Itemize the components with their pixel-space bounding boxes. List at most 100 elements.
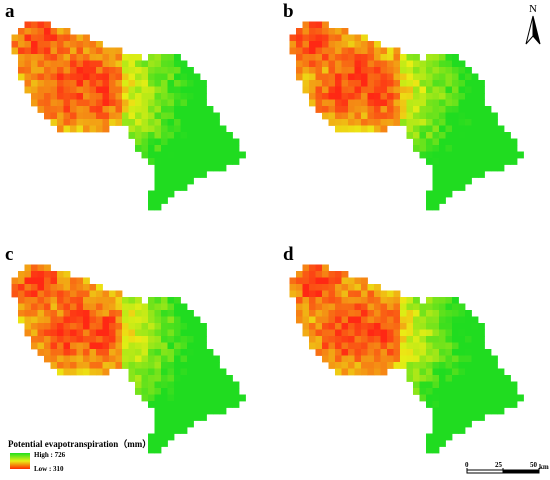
raster-cell [322, 54, 329, 61]
raster-cell [374, 119, 381, 126]
raster-cell [154, 414, 162, 421]
raster-cell [109, 60, 116, 68]
raster-cell [426, 446, 433, 454]
raster-cell [161, 112, 168, 120]
raster-cell [458, 132, 466, 139]
raster-cell [478, 394, 485, 402]
raster-cell [361, 34, 368, 42]
raster-cell [154, 362, 162, 369]
raster-cell [174, 93, 181, 100]
raster-cell [328, 86, 336, 94]
raster-cell [174, 106, 181, 113]
raster-cell [471, 80, 479, 87]
raster-cell [419, 355, 427, 363]
raster-cell [439, 394, 446, 402]
raster-cell [452, 407, 459, 415]
raster-cell [70, 329, 77, 337]
raster-cell [367, 119, 375, 126]
raster-cell [115, 54, 123, 61]
raster-cell [341, 284, 349, 291]
raster-cell [167, 414, 175, 421]
raster-cell [96, 41, 103, 48]
raster-cell [458, 414, 466, 421]
raster-cell [31, 60, 38, 68]
raster-cell [458, 420, 466, 428]
raster-cell [348, 41, 355, 48]
raster-cell [432, 54, 440, 61]
raster-cell [367, 342, 375, 350]
raster-cell [458, 158, 466, 165]
raster-cell [63, 342, 71, 350]
raster-cell [219, 368, 227, 376]
legend: Potential evapotranspiration（mm） High : … [8, 440, 208, 476]
raster-cell [24, 21, 32, 29]
raster-cell [380, 368, 388, 376]
raster-cell [96, 112, 103, 120]
raster-cell [50, 316, 58, 324]
raster-cell [161, 297, 168, 304]
raster-cell [341, 47, 349, 55]
raster-cell [367, 54, 375, 61]
raster-cell [50, 336, 58, 343]
raster-cell [102, 290, 110, 298]
raster-cell [315, 284, 323, 291]
raster-cell [70, 323, 77, 330]
raster-cell [354, 93, 362, 100]
raster-cell [174, 336, 181, 343]
raster-cell [387, 99, 394, 107]
raster-cell [341, 60, 349, 68]
raster-cell [484, 145, 492, 152]
raster-cell [200, 336, 207, 343]
raster-cell [154, 401, 162, 408]
raster-cell [335, 277, 342, 285]
raster-cell [154, 132, 162, 139]
raster-cell [380, 290, 388, 298]
raster-cell [180, 73, 188, 81]
raster-cell [167, 394, 175, 402]
raster-cell [452, 368, 459, 376]
raster-cell [193, 99, 201, 107]
raster-cell [109, 54, 116, 61]
raster-cell [63, 112, 71, 120]
raster-cell [491, 158, 498, 165]
raster-cell [432, 132, 440, 139]
raster-cell [406, 303, 414, 311]
raster-cell [419, 60, 427, 68]
raster-cell [380, 119, 388, 126]
raster-cell [89, 60, 97, 68]
raster-cell [406, 54, 414, 61]
raster-cell [393, 336, 401, 343]
raster-cell [309, 336, 316, 343]
raster-cell [341, 125, 349, 133]
raster-cell [452, 362, 459, 369]
raster-cell [161, 323, 168, 330]
raster-cell [458, 164, 466, 172]
raster-cell [497, 407, 505, 415]
raster-cell [141, 119, 149, 126]
raster-cell [70, 277, 77, 285]
raster-cell [18, 310, 25, 317]
raster-cell [141, 368, 149, 376]
raster-cell [445, 381, 453, 389]
raster-cell [122, 336, 129, 343]
raster-cell [161, 197, 168, 204]
raster-cell [83, 73, 90, 81]
pet-raster-map-d [289, 264, 524, 454]
raster-cell [57, 99, 64, 107]
raster-cell [206, 375, 214, 382]
legend-color-ramp [10, 453, 30, 469]
raster-cell [128, 362, 136, 369]
raster-cell [174, 80, 181, 87]
raster-cell [439, 323, 446, 330]
raster-cell [63, 329, 71, 337]
raster-cell [400, 54, 407, 61]
raster-cell [426, 362, 433, 369]
raster-cell [161, 316, 168, 324]
raster-cell [141, 342, 149, 350]
raster-cell [335, 34, 342, 42]
raster-cell [341, 119, 349, 126]
raster-cell [387, 93, 394, 100]
raster-cell [452, 342, 459, 350]
raster-cell [89, 106, 97, 113]
raster-cell [296, 47, 303, 55]
